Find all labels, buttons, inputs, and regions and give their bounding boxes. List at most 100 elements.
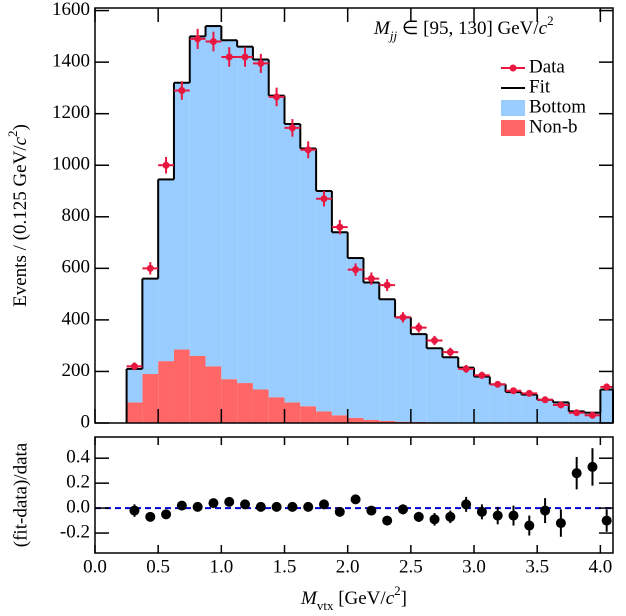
data-point [241, 53, 249, 61]
data-point [145, 511, 156, 522]
data-point [255, 501, 266, 512]
stack-bar [268, 95, 285, 398]
text-part: 2 [394, 583, 401, 598]
data-point [162, 161, 170, 169]
stack-bar [363, 282, 380, 420]
y-tick-label: 600 [62, 257, 91, 278]
stack-bar [252, 59, 269, 390]
data-point [288, 124, 296, 132]
stack-bar [158, 179, 174, 362]
data-point [146, 264, 154, 272]
data-point [176, 500, 187, 511]
data-point [461, 499, 472, 510]
y-tick-label: 800 [62, 205, 91, 226]
data-point [413, 511, 424, 522]
data-point [257, 59, 265, 67]
stack-bar [521, 394, 538, 423]
stack-bar [316, 411, 332, 423]
stack-bar [505, 392, 522, 423]
legend-swatch [501, 100, 525, 116]
y-tick-label: 400 [62, 308, 91, 329]
y-tick-label: 0 [81, 411, 91, 432]
data-point [224, 496, 235, 507]
data-point [194, 35, 202, 43]
stack-bar [221, 379, 238, 423]
x-tick-label: 2.0 [336, 556, 360, 577]
legend-label: Non-b [529, 116, 578, 137]
data-point [161, 509, 172, 520]
stack-bar [474, 376, 490, 423]
data-point [494, 380, 502, 388]
data-point [318, 499, 329, 510]
data-point [492, 510, 503, 521]
x-tick-label: 4.0 [588, 556, 612, 577]
text-part: ) [10, 124, 31, 130]
stack-bar [205, 366, 222, 423]
text-part: 2 [5, 130, 20, 137]
data-point [587, 461, 598, 472]
data-point [366, 505, 377, 516]
x-tick-label: 1.5 [273, 556, 297, 577]
stack-bar [205, 26, 222, 367]
stack-bar [331, 415, 348, 423]
data-point [336, 223, 344, 231]
stack-bar [158, 361, 174, 423]
data-point [209, 38, 217, 46]
stack-bar [221, 40, 238, 380]
stack-bar [173, 349, 190, 423]
stack-bar [363, 419, 380, 423]
data-point [129, 505, 140, 516]
stack-bar [126, 368, 143, 403]
plot-frame [94, 7, 614, 424]
y-tick-label: 0.0 [66, 496, 90, 517]
data-point [573, 409, 581, 417]
x-tick-label: 0.0 [83, 556, 107, 577]
text-part: jj [388, 28, 398, 43]
x-tick-label: 2.5 [399, 556, 423, 577]
stack-bar [600, 389, 613, 423]
text-part: M [300, 588, 318, 609]
data-point [588, 411, 596, 419]
x-tick-label: 3.5 [525, 556, 549, 577]
data-point [445, 511, 456, 522]
stack-bar [284, 402, 301, 423]
y-axis-title: Events / (0.125 GeV/c2) [5, 124, 31, 307]
data-point [304, 146, 312, 154]
annotation: Mjj ∈ [95, 130] GeV/c2 [373, 13, 554, 43]
stack-bar [142, 278, 159, 375]
stack-bar [537, 399, 553, 423]
data-point [382, 515, 393, 526]
stack-bar [331, 232, 348, 416]
stack-bar [189, 36, 206, 356]
stack-bar [410, 334, 427, 422]
stack-bar [284, 123, 301, 403]
data-point [350, 494, 361, 505]
text-part: Events / (0.125 GeV/ [10, 145, 31, 307]
legend-label: Data [529, 56, 565, 77]
y-tick-label: 0.2 [66, 472, 90, 493]
stack-bar [300, 148, 317, 407]
stack-bar [379, 420, 396, 423]
text-part: M [373, 18, 391, 39]
data-point [303, 501, 314, 512]
data-point [397, 504, 408, 515]
plot-frame [94, 436, 614, 554]
y-tick-label: 1400 [52, 50, 90, 71]
data-point [510, 387, 518, 395]
data-point [273, 93, 281, 101]
data-point [571, 468, 582, 479]
data-point [320, 195, 328, 203]
stack-bar [252, 389, 269, 423]
text-part: vtx [317, 598, 334, 613]
stack-bar [237, 46, 253, 384]
data-point [352, 266, 360, 274]
legend-label: Fit [529, 76, 551, 97]
data-point [555, 518, 566, 529]
y-tick-label: -0.2 [60, 521, 90, 542]
stack-bar [442, 357, 459, 423]
stack-bar [395, 317, 411, 422]
y-tick-label: 0.4 [66, 447, 90, 468]
data-point [192, 501, 203, 512]
stack-bar [189, 355, 206, 423]
stack-bar [173, 82, 190, 350]
